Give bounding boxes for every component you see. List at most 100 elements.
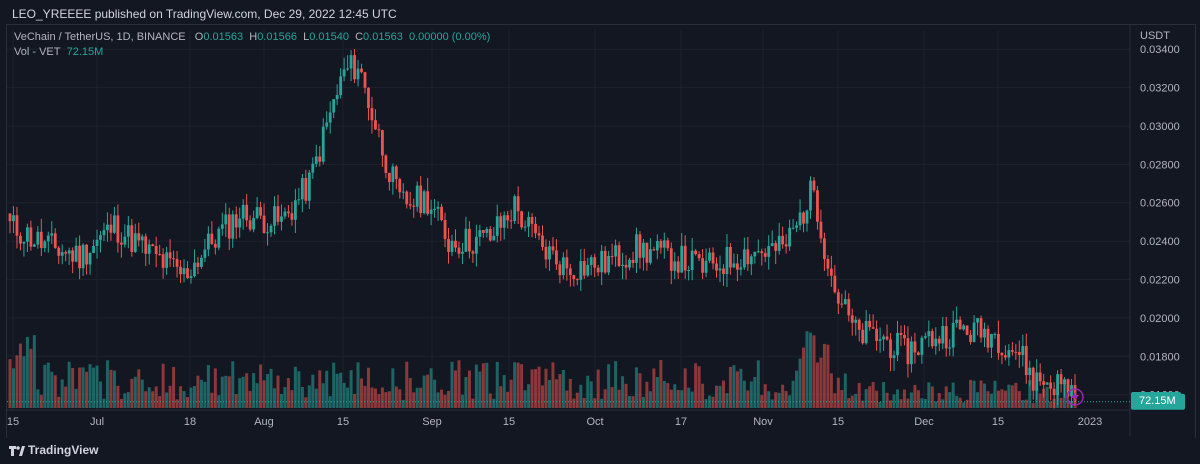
candle-body (408, 204, 412, 206)
volume-bar (147, 387, 151, 408)
candle-body (133, 233, 137, 252)
volume-bar (293, 366, 297, 408)
candle-body (415, 185, 419, 207)
candle-body (92, 246, 95, 253)
volume-bar (617, 389, 621, 408)
candle-body (26, 227, 29, 242)
volume-bar (151, 391, 155, 408)
x-tick-label: Oct (586, 416, 603, 428)
volume-bar (561, 370, 565, 408)
candle-body (481, 230, 485, 233)
volume-bar (387, 391, 391, 408)
volume-bar (279, 394, 283, 408)
candle-body (798, 212, 802, 226)
publish-bar: LEO_YREEEE published on TradingView.com,… (0, 0, 1200, 24)
candle-body (861, 329, 865, 344)
candle-body (154, 246, 158, 255)
candle-body (603, 250, 607, 273)
chart-legend: VeChain / TetherUS, 1D, BINANCE O0.01563… (14, 31, 490, 61)
candle-body (903, 335, 906, 339)
volume-bar (989, 393, 993, 408)
volume-bar (311, 374, 315, 408)
volume-bar (916, 390, 920, 408)
volume-bar (471, 398, 475, 408)
candle-body (572, 275, 576, 280)
candle-body (662, 240, 666, 248)
candle-body (290, 213, 294, 220)
candle-body (102, 230, 106, 236)
volume-bar (36, 389, 40, 408)
volume-bar (993, 380, 997, 408)
lightning-bolt (1071, 391, 1079, 403)
volume-bar (168, 385, 172, 408)
candle-body (440, 206, 443, 221)
volume-bar (892, 394, 896, 408)
candle-body (283, 211, 287, 217)
volume-bar (666, 383, 670, 408)
volume-bar (380, 387, 384, 408)
candle-body (910, 341, 913, 365)
candle-body (645, 242, 649, 263)
volume-bar (541, 385, 544, 408)
volume-bar (39, 394, 43, 408)
candle-body (314, 156, 318, 164)
candle-body (109, 224, 113, 233)
candle-body (816, 190, 819, 222)
candle-body (648, 249, 652, 263)
candle-body (461, 251, 464, 254)
candle-body (565, 257, 569, 269)
candle-body (179, 266, 182, 275)
volume-bar (238, 378, 242, 408)
lightning-icon[interactable] (1066, 388, 1084, 406)
candle-body (478, 230, 482, 237)
volume-bar (634, 367, 638, 408)
candle-body (715, 263, 718, 271)
candle-body (259, 207, 262, 216)
candle-body (213, 243, 217, 248)
volume-bar (199, 379, 203, 408)
candle-body (78, 245, 82, 269)
candle-body (1017, 352, 1021, 355)
volume-bar (868, 386, 872, 408)
candle-body (147, 244, 151, 254)
volume-bar (1003, 390, 1007, 408)
candle-body (520, 211, 524, 228)
volume-bar (210, 392, 214, 408)
volume-bar (725, 393, 729, 408)
candle-body (944, 325, 948, 349)
y-tick-label: 0.03000 (1140, 121, 1180, 133)
candle-body (906, 338, 910, 365)
candle-body (450, 240, 454, 252)
volume-bar (74, 388, 78, 408)
volume-bar (607, 364, 611, 408)
volume-bar (130, 378, 134, 408)
candle-body (701, 258, 704, 273)
candle-body (746, 249, 750, 265)
volume-bar (513, 362, 517, 408)
candle-body (979, 318, 983, 338)
candle-body (976, 318, 979, 323)
candle-body (923, 336, 927, 338)
candle-body (168, 252, 172, 259)
volume-bar (332, 362, 336, 408)
volume-bar (979, 380, 983, 408)
volume-bar (676, 389, 680, 408)
volume-bar (203, 381, 207, 408)
candle-body (206, 233, 210, 250)
candle-body (711, 252, 715, 264)
candle-body (189, 276, 193, 279)
candle-body (71, 250, 75, 262)
x-tick-label: 15 (337, 416, 349, 428)
volume-bar (565, 390, 569, 408)
candle-body (234, 214, 238, 228)
candle-body (161, 254, 165, 268)
volume-bar (1010, 385, 1014, 408)
candle-body (614, 245, 617, 257)
volume-bar (516, 362, 520, 408)
candle-body (46, 235, 50, 242)
candle-body (231, 214, 235, 239)
legend-open: 0.01563 (203, 31, 244, 43)
candle-body (951, 322, 955, 348)
volume-bar (582, 397, 586, 408)
